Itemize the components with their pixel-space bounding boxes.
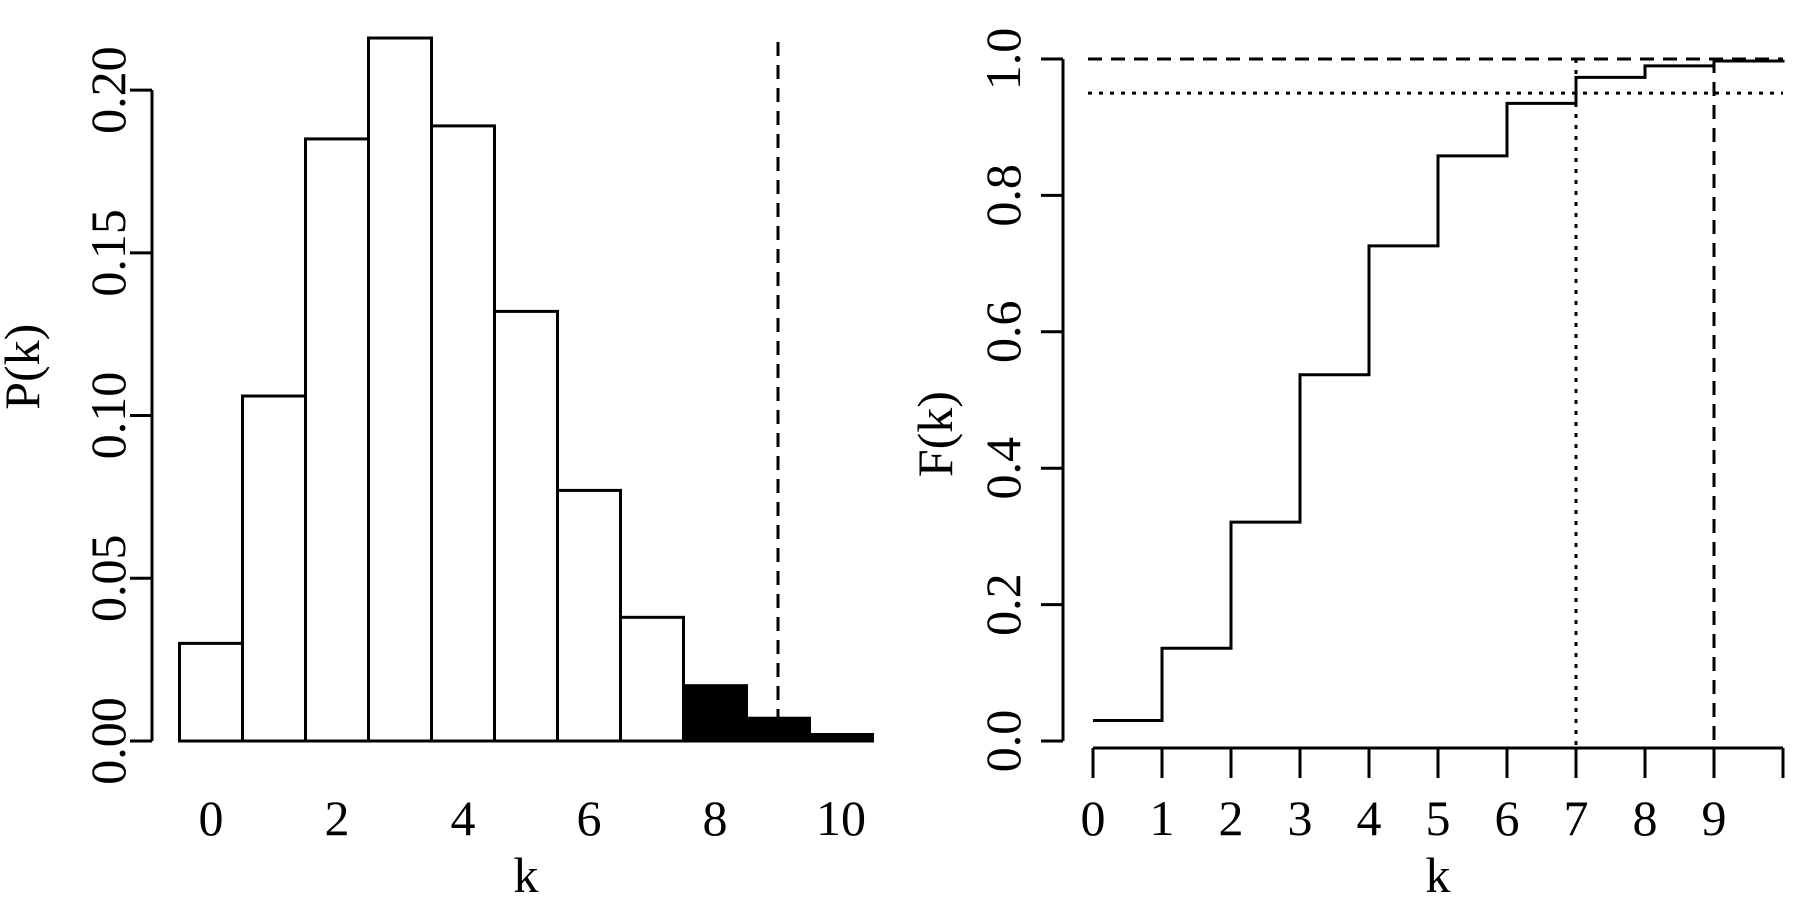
y-axis-title: F(k) <box>907 391 963 477</box>
cdf-step-line <box>1093 59 1785 723</box>
y-tick-label: 1.0 <box>975 28 1031 91</box>
bar <box>178 641 244 743</box>
y-tick-label: 0.15 <box>80 209 136 297</box>
bar <box>304 137 370 743</box>
x-tick-label: 10 <box>816 790 866 846</box>
x-tick-label: 0 <box>1081 790 1106 846</box>
bar <box>556 488 622 743</box>
y-tick-label: 0.4 <box>975 437 1031 500</box>
x-tick-label: 9 <box>1702 790 1727 846</box>
y-tick-label: 0.8 <box>975 164 1031 227</box>
x-tick-label: 4 <box>1357 790 1382 846</box>
x-axis-title: k <box>1426 847 1451 900</box>
x-tick-label: 8 <box>703 790 728 846</box>
bar <box>241 394 307 743</box>
x-tick-label: 2 <box>325 790 350 846</box>
y-tick-label: 0.10 <box>80 372 136 460</box>
bar <box>367 36 433 743</box>
x-tick-label: 4 <box>451 790 476 846</box>
x-tick-label: 2 <box>1219 790 1244 846</box>
x-tick-label: 8 <box>1633 790 1658 846</box>
x-tick-label: 1 <box>1150 790 1175 846</box>
x-tick-label: 7 <box>1564 790 1589 846</box>
y-axis-title: P(k) <box>0 324 50 410</box>
bar <box>493 309 559 743</box>
bar <box>430 124 496 743</box>
y-tick-label: 0.2 <box>975 573 1031 636</box>
x-axis-title: k <box>514 847 539 900</box>
x-tick-label: 6 <box>1495 790 1520 846</box>
y-tick-label: 0.0 <box>975 710 1031 773</box>
y-tick-label: 0.05 <box>80 535 136 623</box>
x-tick-label: 3 <box>1288 790 1313 846</box>
bar <box>619 615 685 743</box>
y-tick-label: 0.6 <box>975 301 1031 364</box>
x-tick-label: 5 <box>1426 790 1451 846</box>
bar <box>808 732 874 743</box>
y-tick-label: 0.00 <box>80 697 136 785</box>
x-tick-label: 0 <box>199 790 224 846</box>
cdf-panel: 0.0 0.2 0.4 0.6 0.8 1.0 F(k) 0 1 2 3 4 5 6 7 8 9 k <box>907 28 1785 900</box>
pmf-panel: 0.00 0.05 0.10 0.15 0.20 P(k) 0 2 4 6 8 10 k <box>0 36 874 900</box>
y-tick-label: 0.20 <box>80 46 136 134</box>
x-tick-label: 6 <box>577 790 602 846</box>
bar <box>682 684 748 743</box>
